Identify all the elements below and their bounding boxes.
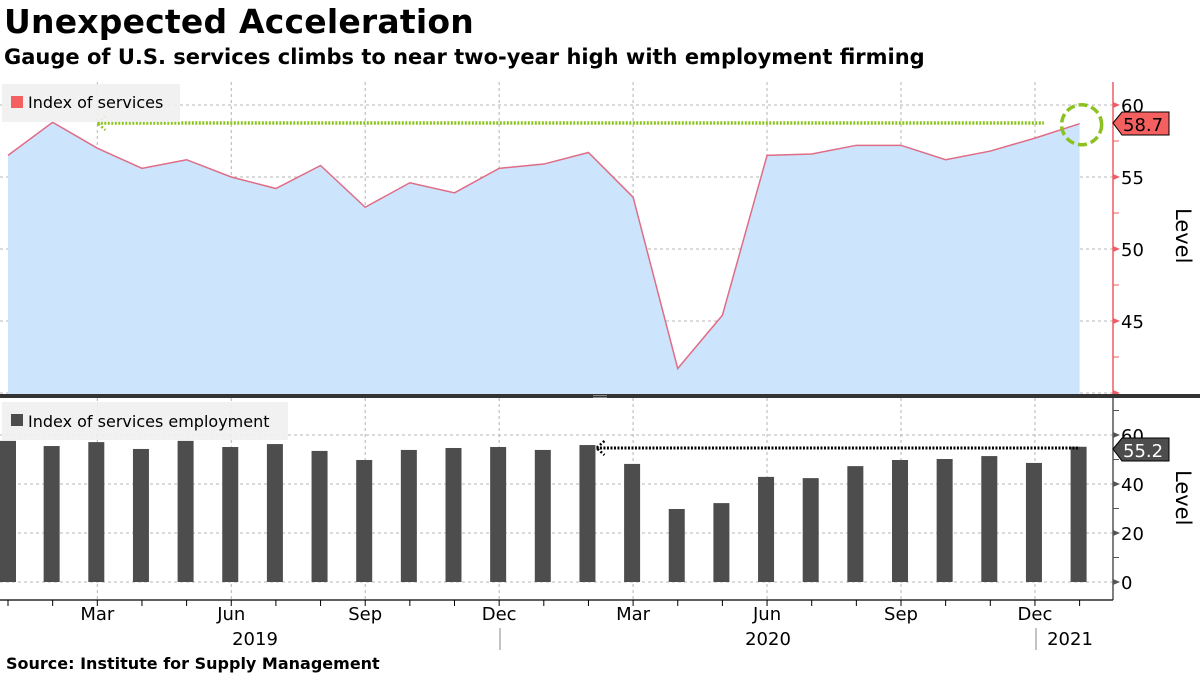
employment-bars [0,440,1087,582]
bottom-tick-0: 0 [1121,573,1132,594]
employment-bar [847,466,864,582]
bottom-value-tag [1112,437,1170,462]
employment-bar [311,450,328,582]
bottom-tick-40: 40 [1121,475,1144,496]
bottom-panel: Index of services employment 60 40 20 0 … [0,398,1195,600]
bottom-y-ticks [1113,410,1120,585]
employment-bar [1025,462,1042,582]
x-label-dec-2019: Dec [482,604,517,625]
legend-swatch-employment [11,414,23,426]
x-year-2019: 2019 [232,629,278,650]
top-tick-50: 50 [1121,240,1144,261]
x-label-mar-2020: Mar [616,604,651,625]
x-label-jun-2020: Jun [752,604,781,625]
x-label-sep-2019: Sep [348,604,382,625]
top-tick-45: 45 [1121,312,1144,333]
bottom-legend-box [2,402,288,440]
x-axis: Mar Jun Sep Dec Mar Jun Sep Dec 2019 202… [0,599,1113,650]
employment-bar [132,448,149,582]
employment-bar [43,446,60,582]
arrow-left-icon [95,115,107,131]
chart-subtitle: Gauge of U.S. services climbs to near tw… [4,45,925,69]
x-label-dec-2020: Dec [1018,604,1053,625]
employment-bar [892,459,908,582]
x-label-sep-2020: Sep [884,604,918,625]
top-legend-box [2,84,180,122]
chart-title: Unexpected Acceleration [4,2,474,41]
employment-bar [802,478,819,582]
x-ticks [7,600,1081,606]
bottom-tick-20: 20 [1121,524,1144,545]
employment-bar [624,463,641,582]
top-value-tag [1112,111,1170,136]
services-area [8,122,1080,394]
x-label-mar-2019: Mar [80,604,115,625]
legend-label-services: Index of services [28,93,163,112]
employment-bar [534,449,551,582]
employment-bar [713,503,730,582]
x-year-2021: 2021 [1047,629,1093,650]
employment-bar [579,445,596,582]
arrow-left-icon [594,440,606,456]
employment-bar [668,508,685,582]
x-label-jun-2019: Jun [216,604,245,625]
divider-grip-icon-2 [593,397,607,398]
employment-bar [758,476,775,582]
top-y-ticks [1113,102,1120,396]
latest-value-circle [1059,102,1104,147]
bottom-axis-label: Level [1171,470,1195,525]
divider-grip-icon[interactable] [593,395,607,396]
services-line [7,121,1080,371]
source-note: Source: Institute for Supply Management [6,654,380,673]
employment-bar [445,447,462,582]
employment-bar [490,447,507,582]
employment-bar [222,447,239,582]
employment-bar [981,456,998,582]
top-panel: Index of services 60 55 50 45 58.7 Level [0,82,1195,396]
employment-bar [177,440,194,582]
x-year-2020: 2020 [745,629,791,650]
employment-bar [400,449,417,582]
employment-bar [0,440,16,582]
employment-bar [936,459,953,582]
employment-bar [88,442,105,582]
top-axis-label: Level [1171,208,1195,263]
legend-label-employment: Index of services employment [28,412,270,431]
employment-bar [266,444,283,582]
legend-swatch-services [11,96,23,108]
employment-bar [1070,446,1087,582]
bottom-value-tag-text: 55.2 [1123,441,1163,462]
employment-bar [356,459,373,582]
top-tick-55: 55 [1121,168,1144,189]
top-value-tag-text: 58.7 [1123,115,1163,136]
